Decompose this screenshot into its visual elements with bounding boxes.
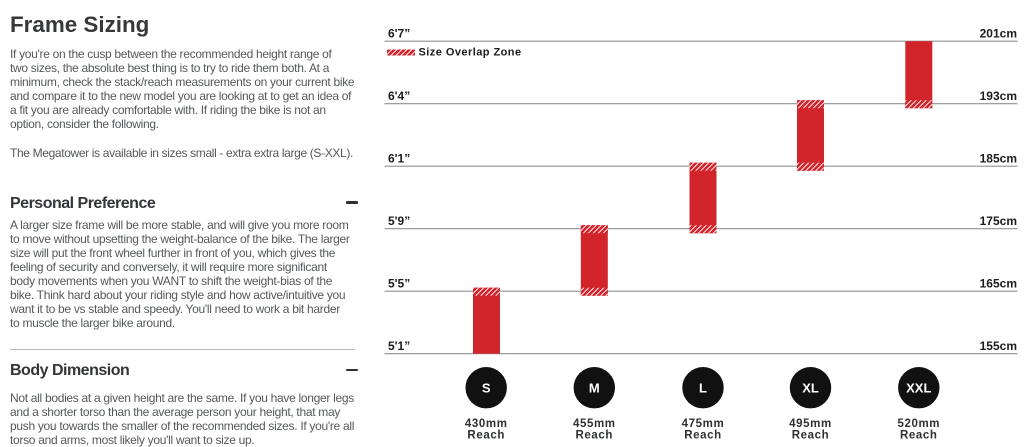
svg-text:S: S	[482, 381, 491, 396]
svg-text:5'9”: 5'9”	[388, 214, 410, 228]
svg-text:XL: XL	[802, 381, 819, 396]
svg-text:185cm: 185cm	[980, 152, 1017, 166]
svg-text:175cm: 175cm	[980, 214, 1017, 228]
svg-text:455mm: 455mm	[573, 418, 616, 430]
svg-text:5'1”: 5'1”	[388, 339, 410, 353]
svg-text:Reach: Reach	[467, 429, 505, 441]
svg-text:6'1”: 6'1”	[388, 152, 410, 166]
svg-text:Reach: Reach	[792, 429, 830, 441]
svg-text:5'5”: 5'5”	[388, 277, 410, 291]
svg-text:155cm: 155cm	[980, 339, 1017, 353]
svg-text:475mm: 475mm	[682, 418, 725, 430]
svg-text:L: L	[699, 381, 707, 396]
svg-text:Reach: Reach	[576, 429, 614, 441]
svg-text:6'4”: 6'4”	[388, 89, 410, 103]
svg-text:520mm: 520mm	[897, 418, 940, 430]
svg-text:Reach: Reach	[684, 429, 722, 441]
svg-text:M: M	[589, 381, 600, 396]
svg-text:XXL: XXL	[906, 381, 931, 396]
svg-text:Size Overlap Zone: Size Overlap Zone	[419, 47, 522, 59]
svg-text:6'7”: 6'7”	[388, 27, 410, 41]
svg-text:193cm: 193cm	[980, 89, 1017, 103]
svg-text:201cm: 201cm	[980, 27, 1017, 41]
svg-text:165cm: 165cm	[980, 277, 1017, 291]
svg-text:430mm: 430mm	[465, 418, 508, 430]
svg-text:495mm: 495mm	[789, 418, 832, 430]
svg-text:Reach: Reach	[900, 429, 938, 441]
